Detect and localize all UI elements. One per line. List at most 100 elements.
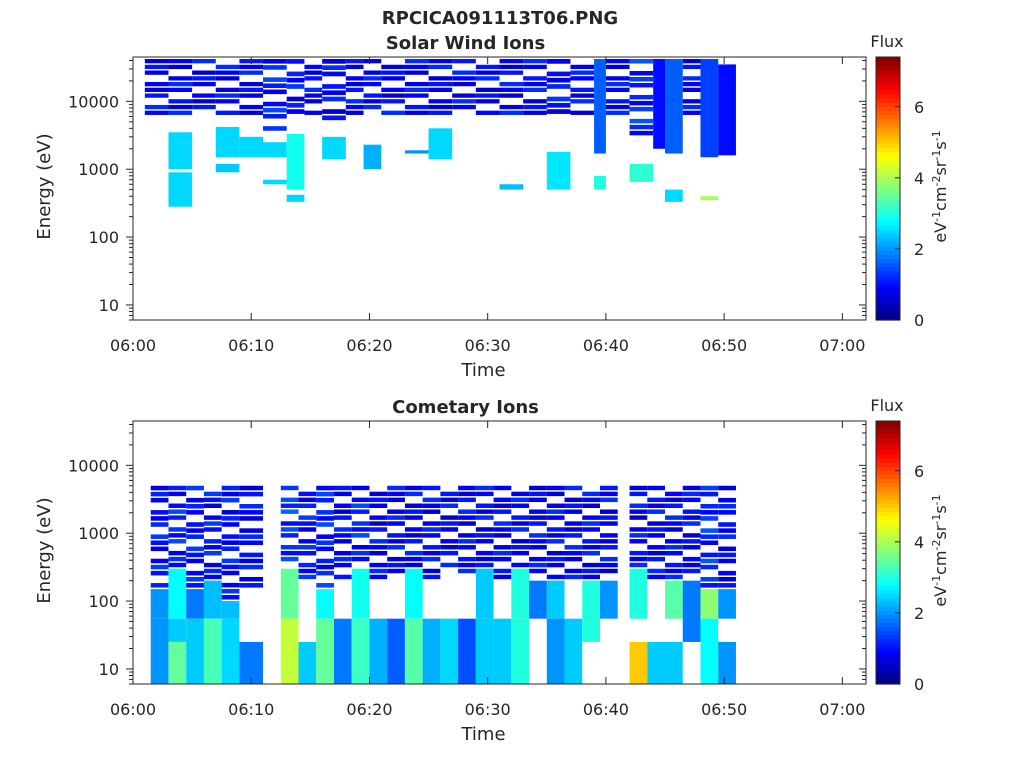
colorbar-segment — [876, 421, 900, 426]
heatmap-cell — [304, 64, 323, 70]
heatmap-cell — [404, 491, 423, 497]
heatmap-cell — [221, 618, 240, 684]
colorbar-segment — [876, 449, 900, 455]
heatmap-cell — [422, 556, 441, 562]
colorbar-segment — [876, 93, 900, 99]
heatmap-cell — [298, 641, 317, 684]
heatmap-cell — [363, 70, 382, 75]
heatmap-cell — [700, 540, 719, 546]
colorbar-segment — [876, 453, 900, 459]
heatmap-cell — [529, 491, 547, 497]
heatmap-cell — [452, 70, 476, 75]
colorbar-segment — [876, 167, 900, 173]
heatmap-cell — [345, 110, 364, 115]
heatmap-cell — [186, 618, 204, 684]
heatmap-cell — [582, 545, 600, 550]
colorbar-segment — [876, 597, 900, 603]
heatmap-cell — [186, 583, 204, 588]
heatmap-cell — [221, 497, 240, 503]
heatmap-cell — [381, 64, 405, 70]
heatmap-cell — [700, 528, 719, 533]
heatmap-cell — [629, 130, 654, 136]
heatmap-cell — [458, 491, 476, 497]
heatmap-cell — [458, 562, 476, 568]
colorbar-segment — [876, 204, 900, 210]
heatmap-cell — [629, 76, 654, 82]
heatmap-cell — [546, 562, 565, 568]
heatmap-cell — [564, 545, 583, 550]
heatmap-cell — [493, 527, 512, 532]
heatmap-cell — [263, 142, 287, 158]
colorbar-segment — [876, 266, 900, 272]
colorbar-segment — [876, 548, 900, 554]
heatmap-cell — [665, 503, 683, 508]
colorbar-segment — [876, 118, 900, 124]
heatmap-cell — [322, 136, 346, 160]
heatmap-cell — [682, 509, 701, 514]
colorbar-title: Flux — [870, 32, 903, 51]
heatmap-cell — [665, 497, 683, 503]
heatmap-cell — [458, 521, 476, 526]
heatmap-cell — [605, 110, 630, 115]
heatmap-cell — [452, 99, 476, 104]
heatmap-cell — [599, 491, 618, 497]
heatmap-cell — [546, 503, 565, 508]
heatmap-cell — [298, 527, 317, 532]
heatmap-cell — [316, 618, 334, 684]
colorbar-segment — [876, 531, 900, 537]
heatmap-cell — [168, 485, 187, 491]
heatmap-cell — [351, 521, 370, 526]
heatmap-cell — [369, 539, 388, 544]
y-tick-label: 10 — [99, 660, 119, 679]
heatmap-cell — [718, 497, 736, 503]
heatmap-cell — [582, 527, 600, 532]
heatmap-cell — [144, 59, 169, 64]
heatmap-cell — [404, 59, 429, 64]
heatmap-cell — [440, 527, 459, 532]
heatmap-cell — [286, 59, 305, 64]
heatmap-cell — [599, 485, 618, 491]
colorbar-segment — [876, 519, 900, 525]
heatmap-cell — [452, 93, 476, 98]
heatmap-cell — [369, 545, 388, 550]
heatmap-cell — [718, 558, 736, 564]
colorbar-segment — [876, 61, 900, 66]
heatmap-cell — [286, 84, 305, 89]
heatmap-cell — [523, 64, 547, 70]
colorbar-segment — [876, 130, 900, 136]
heatmap-cell — [493, 618, 512, 684]
colorbar-segment — [876, 229, 900, 235]
colorbar-segment — [876, 675, 900, 681]
heatmap-cell — [564, 574, 583, 580]
colorbar-segment — [876, 659, 900, 665]
heatmap-cell — [215, 126, 240, 158]
heatmap-cell — [221, 558, 240, 564]
heatmap-cell — [192, 104, 216, 110]
heatmap-cell — [511, 562, 530, 568]
heatmap-cell — [700, 510, 719, 515]
heatmap-cell — [298, 545, 317, 550]
colorbar-tick-label: 6 — [914, 98, 924, 117]
colorbar-segment — [876, 642, 900, 648]
heatmap-cell — [718, 576, 736, 582]
x-tick-label: 06:00 — [110, 700, 156, 719]
heatmap-cell — [221, 491, 240, 497]
heatmap-cell — [387, 568, 405, 574]
heatmap-cell — [221, 588, 240, 594]
heatmap-cell — [422, 550, 441, 556]
heatmap-cell — [629, 556, 648, 562]
heatmap-cell — [647, 527, 666, 532]
colorbar-tick-label: 2 — [914, 604, 924, 623]
colorbar-segment — [876, 568, 900, 574]
colorbar-segment — [876, 585, 900, 591]
axes-frame — [132, 56, 867, 321]
y-axis-label: Energy (eV) — [34, 497, 55, 603]
heatmap-cell — [239, 576, 264, 582]
heatmap-cell — [682, 515, 701, 520]
heatmap-cell — [192, 59, 216, 64]
heatmap-cell — [144, 87, 169, 93]
heatmap-cell — [523, 99, 547, 104]
heatmap-cell — [333, 574, 352, 580]
heatmap-cell — [564, 521, 583, 526]
colorbar-segment — [876, 437, 900, 443]
